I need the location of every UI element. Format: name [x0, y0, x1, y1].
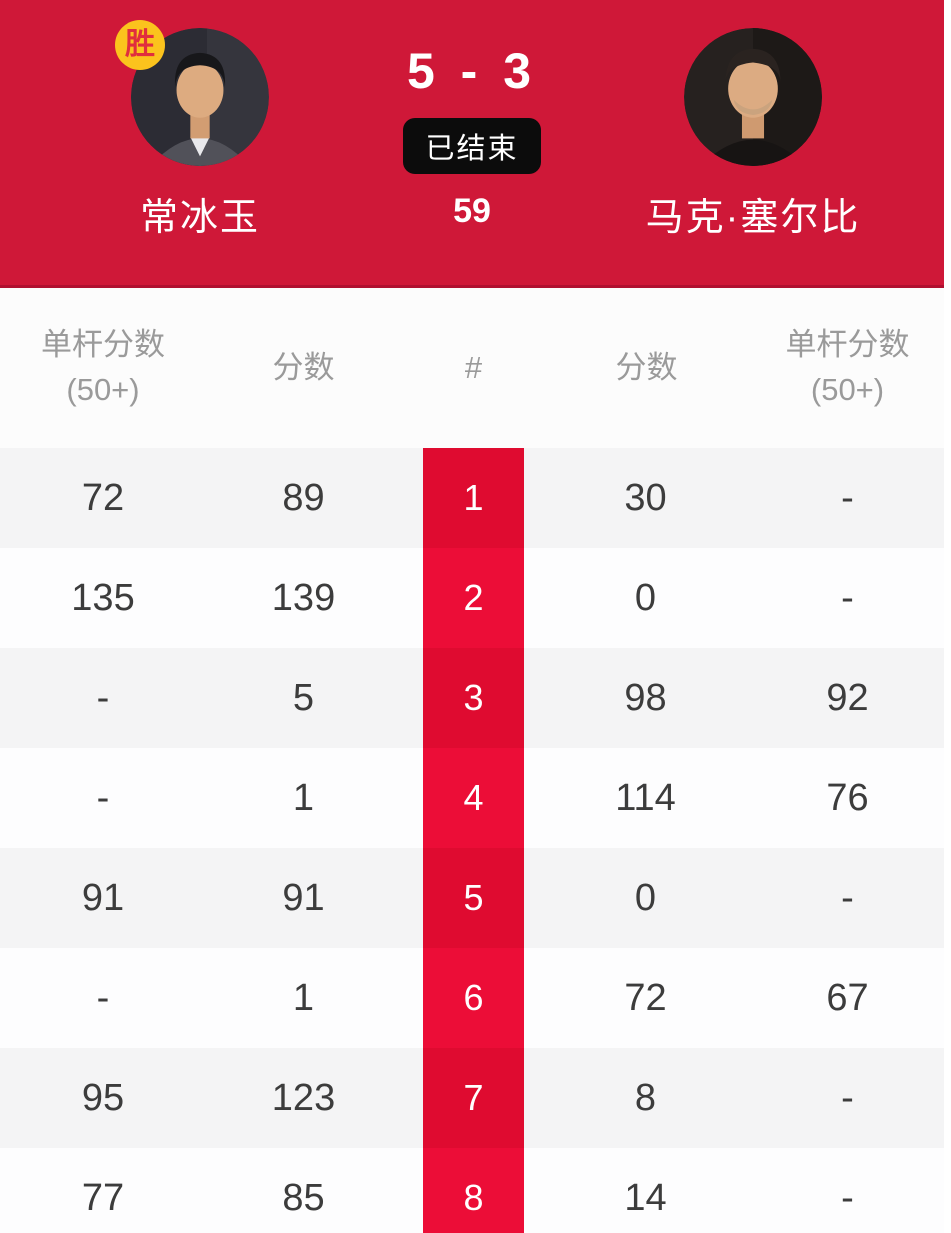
left-break-value: -	[96, 777, 110, 819]
player-right-photo-icon	[684, 28, 822, 166]
right-score-value: 114	[615, 777, 676, 819]
player-left-photo-icon	[131, 28, 269, 166]
frame-row: 91 91 5 0 -	[0, 848, 944, 948]
right-break-value: -	[841, 477, 854, 519]
current-frame-score: 59	[453, 192, 491, 230]
frame-number: 3	[423, 648, 524, 748]
right-score-value: 0	[634, 577, 657, 619]
left-score-value: 5	[292, 677, 315, 719]
frame-number: 5	[423, 848, 524, 948]
frame-number: 8	[423, 1148, 524, 1233]
frames-table-header: 单杆分数 (50+) 分数 # 分数 单杆分数 (50+)	[0, 288, 944, 448]
col-header-right-break: 单杆分数 (50+)	[785, 327, 910, 407]
right-break-value: 92	[826, 677, 869, 719]
right-break-value: -	[841, 577, 854, 619]
left-break-value: 91	[81, 877, 125, 919]
frame-row: 77 85 8 14 -	[0, 1148, 944, 1233]
player-left[interactable]: 胜 常冰玉	[70, 20, 330, 241]
left-score-value: 85	[282, 1177, 325, 1219]
left-break-value: 135	[71, 577, 135, 619]
right-score-value: 0	[634, 877, 657, 919]
right-break-value: 67	[826, 977, 869, 1019]
left-score-value: 123	[271, 1077, 336, 1119]
left-score-value: 1	[292, 977, 315, 1019]
frame-number: 4	[423, 748, 524, 848]
col-header-left-break: 单杆分数 (50+)	[41, 327, 165, 407]
right-score-value: 14	[624, 1177, 667, 1219]
left-score-value: 89	[282, 477, 325, 519]
right-score-value: 98	[624, 677, 667, 719]
left-break-value: 95	[81, 1077, 125, 1119]
right-score-value: 72	[624, 977, 667, 1019]
left-break-value: 72	[81, 477, 125, 519]
frames-table: 72 89 1 30 - 135 139 2 0 - - 5 3 98 92 -…	[0, 448, 944, 1233]
col-header-left-score: 分数	[272, 349, 335, 385]
player-right-avatar[interactable]	[684, 28, 822, 166]
player-left-name: 常冰玉	[139, 197, 260, 239]
player-right[interactable]: 马克·塞尔比	[623, 28, 883, 241]
frame-row: - 1 4 114 76	[0, 748, 944, 848]
winner-badge: 胜	[115, 20, 165, 70]
frame-row: 95 123 7 8 -	[0, 1048, 944, 1148]
col-header-frame-number: #	[464, 349, 483, 385]
frame-row: - 5 3 98 92	[0, 648, 944, 748]
right-break-value: 76	[826, 777, 869, 819]
left-break-value: -	[96, 977, 110, 1019]
frame-row: - 1 6 72 67	[0, 948, 944, 1048]
player-left-avatar[interactable]: 胜	[115, 20, 269, 166]
left-break-value: -	[96, 677, 110, 719]
frame-number: 1	[423, 448, 524, 548]
left-break-value: 77	[81, 1177, 125, 1219]
match-header: 胜 常冰玉 5 - 3 已结束 59	[0, 0, 944, 288]
right-score-value: 8	[634, 1077, 657, 1119]
frame-number: 2	[423, 548, 524, 648]
right-break-value: -	[841, 1077, 854, 1119]
match-score: 5 - 3	[406, 43, 538, 99]
left-score-value: 139	[271, 577, 336, 619]
right-break-value: -	[841, 877, 854, 919]
match-status-badge: 已结束	[403, 118, 541, 174]
col-header-right-score: 分数	[615, 349, 678, 385]
score-center: 5 - 3 已结束 59	[272, 0, 672, 288]
right-break-value: -	[841, 1177, 854, 1219]
left-score-value: 1	[292, 777, 315, 819]
frame-number: 7	[423, 1048, 524, 1148]
frame-row: 135 139 2 0 -	[0, 548, 944, 648]
frame-number: 6	[423, 948, 524, 1048]
left-score-value: 91	[282, 877, 325, 919]
frame-row: 72 89 1 30 -	[0, 448, 944, 548]
right-score-value: 30	[624, 477, 667, 519]
player-right-name: 马克·塞尔比	[645, 197, 861, 239]
